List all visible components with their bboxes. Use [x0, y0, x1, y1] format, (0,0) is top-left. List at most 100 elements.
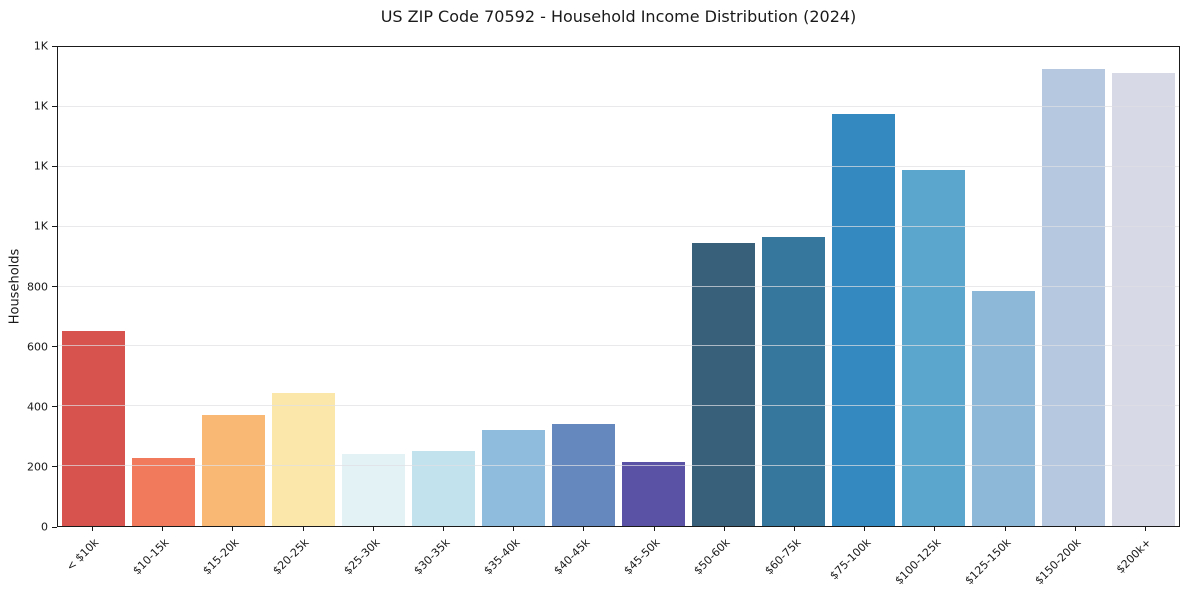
x-tick-mark	[372, 527, 374, 531]
y-axis-ticks: 0 200 400 600 800 1K 1K 1K 1K	[0, 40, 57, 534]
bar-slot	[128, 47, 198, 526]
x-tick: $50-60k	[689, 527, 759, 589]
bar-slot	[619, 47, 689, 526]
y-tick-label: 200	[27, 460, 48, 474]
bar-slot	[408, 47, 478, 526]
bar	[201, 415, 265, 526]
bar	[61, 331, 125, 526]
y-tick-label: 0	[41, 520, 48, 534]
bar	[1042, 68, 1106, 526]
y-tick-mark	[52, 225, 57, 227]
bar	[902, 169, 966, 526]
bar-slot	[58, 47, 128, 526]
x-tick-label: $45-50k	[621, 536, 663, 578]
x-tick-mark	[1074, 527, 1076, 531]
x-tick-label: $40-45k	[551, 536, 593, 578]
x-tick-mark	[1144, 527, 1146, 531]
bar-slot	[829, 47, 899, 526]
x-tick-label: $25-30k	[340, 536, 383, 578]
x-tick-label: $200k+	[1114, 536, 1155, 577]
bar-slot	[548, 47, 618, 526]
x-tick-label: < $10k	[63, 536, 102, 574]
x-tick-mark	[723, 527, 725, 531]
bar	[481, 429, 545, 526]
x-tick-mark	[92, 527, 94, 531]
y-tick-label: 800	[27, 280, 48, 293]
bar	[1112, 73, 1176, 526]
x-tick-label: $125-150k	[962, 536, 1014, 588]
y-tick-mark	[52, 105, 57, 107]
x-tick: < $10k	[57, 527, 127, 589]
x-tick-mark	[513, 527, 515, 531]
x-tick-mark	[162, 527, 164, 531]
x-tick-label: $10-15k	[130, 536, 172, 578]
x-tick-mark	[583, 527, 585, 531]
x-tick: $40-45k	[548, 527, 618, 589]
bar-slot	[338, 47, 408, 526]
bar	[551, 424, 615, 526]
chart-title: US ZIP Code 70592 - Household Income Dis…	[380, 7, 857, 26]
y-tick-label: 1K	[33, 39, 48, 53]
x-tick-label: $60-75k	[761, 536, 804, 578]
bar	[762, 236, 826, 526]
bar-slot	[969, 47, 1039, 526]
x-tick: $125-150k	[963, 527, 1039, 589]
x-tick-label: $150-200k	[1032, 536, 1084, 588]
x-tick-mark	[653, 527, 655, 531]
y-tick-mark	[52, 165, 57, 167]
x-tick-label: $15-20k	[200, 536, 242, 578]
x-tick-mark	[302, 527, 304, 531]
x-tick: $200k+	[1110, 527, 1180, 589]
x-tick: $20-25k	[268, 527, 338, 589]
x-tick-label: $50-60k	[691, 536, 733, 578]
bar	[341, 453, 405, 526]
x-tick-label: $100-125k	[892, 536, 944, 588]
x-tick-mark	[1004, 527, 1006, 531]
x-tick: $15-20k	[197, 527, 267, 589]
bar-slot	[1039, 47, 1109, 526]
bar	[271, 392, 335, 526]
y-tick-label: 1K	[33, 99, 48, 113]
y-tick-mark	[52, 346, 57, 348]
bar	[972, 291, 1036, 526]
x-tick-label: $75-100k	[827, 536, 874, 583]
bar	[131, 457, 195, 526]
y-tick-mark	[52, 45, 57, 47]
y-tick-label: 400	[27, 400, 48, 414]
x-tick: $30-35k	[408, 527, 478, 589]
x-axis-ticks: < $10k $10-15k $15-20k $20-25k $25-30k $30-35…	[57, 527, 1180, 589]
y-tick-label: 600	[27, 340, 48, 354]
x-tick-mark	[232, 527, 234, 531]
y-tick-mark	[52, 466, 57, 468]
y-tick-mark	[52, 406, 57, 408]
x-tick: $35-40k	[478, 527, 548, 589]
bar-slot	[1109, 47, 1179, 526]
x-tick: $60-75k	[759, 527, 829, 589]
x-tick-mark	[864, 527, 866, 531]
bar-slot	[478, 47, 548, 526]
x-tick-mark	[793, 527, 795, 531]
x-tick: $100-125k	[892, 527, 969, 589]
bar-slot	[689, 47, 759, 526]
y-tick-mark	[52, 286, 57, 287]
bar-series	[58, 47, 1179, 526]
plot-area	[57, 46, 1180, 527]
bar-slot	[899, 47, 969, 526]
x-tick: $45-50k	[619, 527, 689, 589]
x-tick-label: $35-40k	[481, 536, 523, 578]
bar-slot	[268, 47, 338, 526]
bar-slot	[759, 47, 829, 526]
y-tick-label: 1K	[33, 159, 48, 173]
x-tick-mark	[443, 527, 445, 531]
x-tick-label: $20-25k	[270, 536, 312, 578]
x-tick: $150-200k	[1033, 527, 1110, 589]
x-tick-mark	[934, 527, 936, 531]
x-tick: $10-15k	[127, 527, 197, 589]
bar	[411, 450, 475, 526]
bar-slot	[198, 47, 268, 526]
x-tick: $25-30k	[338, 527, 408, 589]
bar	[832, 114, 896, 526]
x-tick-label: $30-35k	[410, 536, 453, 578]
bar	[692, 243, 756, 526]
